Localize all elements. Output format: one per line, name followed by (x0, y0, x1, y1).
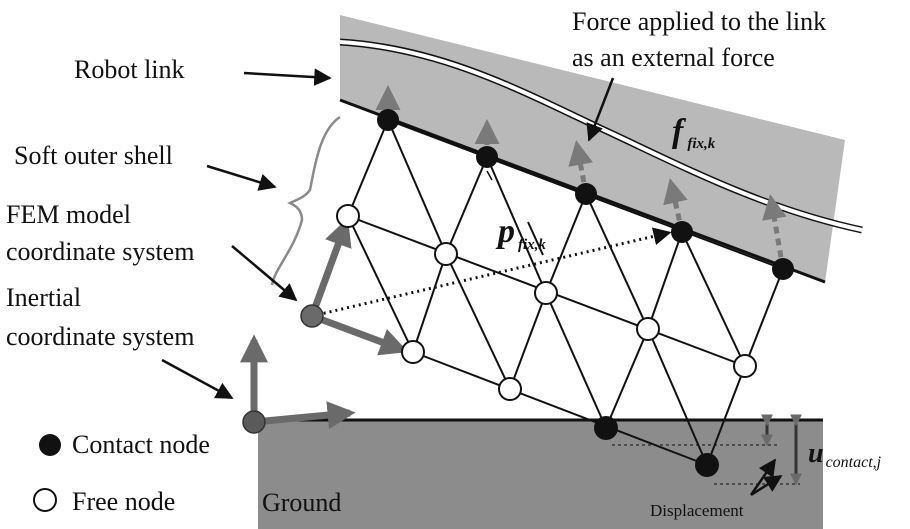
fem-x-axis (310, 312, 409, 356)
displacement-symbol: u contact,j (808, 438, 882, 471)
free-nodes (336, 204, 757, 401)
fem-label-line1: FEM model (6, 200, 131, 229)
p-label-pointer (527, 221, 544, 256)
p-node-pointer (486, 170, 493, 181)
ground-label: Ground (262, 488, 341, 517)
shell-brace (270, 115, 341, 286)
ground-area (258, 420, 823, 529)
fem-label-line2: coordinate system (6, 237, 194, 266)
robot-link-label: Robot link (74, 55, 185, 84)
inertial-label-line2: coordinate system (6, 322, 194, 351)
force-symbol: f fix,k (672, 113, 716, 152)
inertial-label-line1: Inertial (6, 283, 81, 312)
soft-shell-label: Soft outer shell (14, 141, 173, 170)
force-label-line1: Force applied to the link (572, 7, 826, 36)
force-label-line2: as an external force (572, 43, 775, 72)
legend-free-label: Free node (72, 487, 175, 516)
legend-contact-marker (39, 434, 61, 456)
inertial-origin (242, 410, 266, 434)
inertial-x-axis (253, 401, 356, 430)
position-vector-p (311, 227, 672, 318)
contact-nodes (377, 109, 794, 477)
fem-mesh (347, 119, 784, 466)
displacement-label: Displacement (650, 501, 744, 520)
fem-y-axis (308, 217, 352, 318)
legend-contact-label: Contact node (72, 430, 210, 459)
label-pointers (161, 68, 783, 497)
position-symbol: p fix,k (495, 213, 546, 253)
fem-origin (300, 304, 324, 328)
displacement-guides (612, 444, 800, 485)
legend-free-marker (33, 488, 57, 512)
